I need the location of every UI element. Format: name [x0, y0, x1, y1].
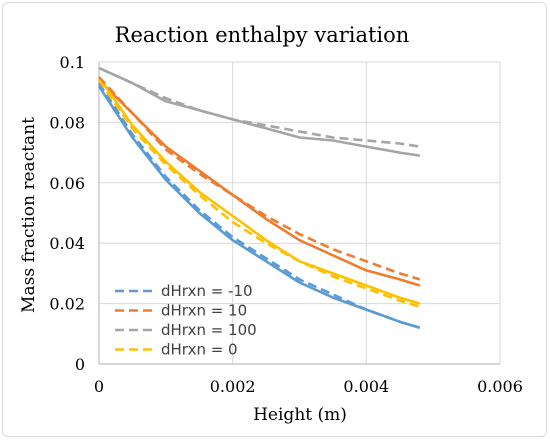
- legend-label: dHrxn = -10: [161, 282, 253, 300]
- series-layer: [97, 66, 421, 330]
- x-tick-label: 0.004: [343, 377, 389, 396]
- series-line-dashed-1: [98, 76, 421, 281]
- series-line-dashed-0: [97, 82, 421, 330]
- chart-frame: [2, 2, 547, 437]
- y-tick-label: 0.1: [60, 53, 85, 72]
- legend-label: dHrxn = 10: [161, 302, 247, 320]
- axes: [98, 62, 500, 365]
- x-tick-label: 0.002: [210, 377, 256, 396]
- legend-label: dHrxn = 100: [161, 321, 257, 339]
- chart-title: Reaction enthalpy variation: [115, 23, 410, 47]
- series-line-solid-6: [98, 66, 420, 157]
- series-line-solid-7: [97, 76, 421, 305]
- series-line-dashed-3: [97, 79, 421, 308]
- y-axis-label: Mass fraction reactant: [19, 117, 39, 313]
- x-axis-label: Height (m): [253, 405, 347, 425]
- y-tick-label: 0.04: [49, 234, 85, 253]
- x-tick-label: 0: [94, 377, 104, 396]
- x-tick-label: 0.006: [477, 377, 523, 396]
- tick-labels: 0 0.02 0.04 0.06 0.08 0.1 0 0.002 0.004 0.006: [49, 53, 523, 396]
- y-tick-label: 0.06: [49, 174, 85, 193]
- y-tick-label: 0.08: [49, 113, 85, 132]
- series-line-dashed-2: [98, 66, 420, 148]
- series-line-solid-5: [98, 79, 421, 287]
- y-tick-label: 0.02: [49, 295, 85, 314]
- legend-label: dHrxn = 0: [161, 341, 238, 359]
- gridlines: [99, 61, 501, 364]
- y-tick-label: 0: [75, 355, 85, 374]
